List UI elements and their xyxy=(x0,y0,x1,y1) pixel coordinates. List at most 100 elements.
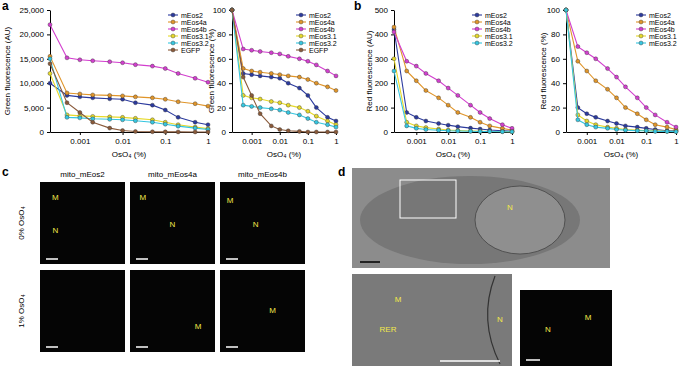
y-tick-label: 500 xyxy=(375,6,389,15)
y-tick: 10,000 xyxy=(20,79,50,88)
y-tick-label: 40 xyxy=(551,79,560,88)
data-point xyxy=(500,123,504,127)
panel-letter: a xyxy=(2,0,9,13)
legend-label: mEos2 xyxy=(485,12,507,19)
micrograph xyxy=(220,270,305,352)
scale-bar xyxy=(226,258,238,260)
y-tick-mark xyxy=(563,132,566,133)
data-point xyxy=(635,128,639,132)
y-tick-mark xyxy=(47,34,50,35)
data-point xyxy=(258,49,262,53)
y-tick: 15,000 xyxy=(20,55,50,64)
em-cell xyxy=(360,176,580,264)
data-point xyxy=(500,130,504,134)
data-point xyxy=(286,74,290,78)
legend-label: mEos3.1 xyxy=(309,33,337,40)
y-tick-mark xyxy=(229,34,232,35)
fluorescence-image xyxy=(520,290,612,366)
scale-bar xyxy=(360,261,380,263)
data-point xyxy=(606,119,610,123)
y-tick-label: 0 xyxy=(556,128,561,137)
data-point xyxy=(405,124,409,128)
data-point xyxy=(594,79,598,83)
data-point xyxy=(564,8,568,12)
x-tick-label: 0.01 xyxy=(272,137,288,146)
scale-bar xyxy=(526,359,540,361)
data-point xyxy=(193,120,197,124)
x-tick-label: 1 xyxy=(334,137,339,146)
x-tick: 0.01 xyxy=(272,132,288,146)
y-tick: 0 xyxy=(556,128,566,137)
x-tick: 0.001 xyxy=(577,132,598,146)
panel-letter: c xyxy=(2,165,9,179)
data-point xyxy=(241,75,245,79)
data-point xyxy=(278,128,282,132)
y-tick: 400 xyxy=(375,30,394,39)
data-point xyxy=(230,8,234,12)
legend: mEos2mEos4amEos4bmEos3.1mEos3.2 xyxy=(472,12,513,47)
data-point xyxy=(286,54,290,58)
data-point xyxy=(468,103,472,107)
y-tick-label: 10,000 xyxy=(20,79,45,88)
series-line xyxy=(394,32,512,128)
y-tick: 20 xyxy=(217,104,232,113)
y-tick-label: 100 xyxy=(213,6,227,15)
x-tick-mark xyxy=(80,132,81,135)
x-tick: 0.1 xyxy=(475,132,487,146)
data-point xyxy=(478,120,482,124)
legend-label: mEos2 xyxy=(649,12,671,19)
panel-letter: b xyxy=(354,0,361,13)
data-point xyxy=(278,108,282,112)
legend-label: mEos4a xyxy=(649,19,675,26)
data-point xyxy=(414,115,418,119)
y-axis-title: Red fluorescence (%) xyxy=(539,32,548,109)
data-point xyxy=(306,93,310,97)
data-point xyxy=(665,129,669,133)
data-point xyxy=(230,8,234,12)
data-point xyxy=(478,130,482,134)
y-tick-mark xyxy=(391,34,394,35)
series-line xyxy=(232,10,336,125)
x-tick-label: 0.1 xyxy=(160,137,172,146)
plot-area xyxy=(230,8,338,134)
y-tick-mark xyxy=(563,108,566,109)
data-point xyxy=(269,100,273,104)
y-tick-label: 400 xyxy=(375,30,389,39)
series-line xyxy=(566,10,676,131)
data-point xyxy=(585,112,589,116)
x-axis: 0.0010.010.11 xyxy=(395,132,516,146)
legend-label: EGFP xyxy=(181,47,200,54)
column-header: mito_mEos2 xyxy=(60,170,105,179)
data-point xyxy=(576,118,580,122)
y-tick-mark xyxy=(391,83,394,84)
data-point xyxy=(314,106,318,110)
data-point xyxy=(405,59,409,63)
data-point xyxy=(306,117,310,121)
data-point xyxy=(297,129,301,133)
legend-label: mEos3.2 xyxy=(181,40,209,47)
data-point xyxy=(446,129,450,133)
image-label: RER xyxy=(380,325,397,334)
data-point xyxy=(150,96,154,100)
x-tick: 1 xyxy=(206,132,211,146)
scale-bar xyxy=(46,258,58,260)
data-point xyxy=(121,129,125,133)
y-tick-label: 60 xyxy=(551,55,560,64)
data-point xyxy=(392,69,396,73)
data-point xyxy=(585,119,589,123)
data-point xyxy=(326,123,330,127)
legend-marker xyxy=(475,27,479,31)
legend-marker xyxy=(171,34,175,38)
image-label: M xyxy=(52,193,59,202)
y-tick: 40 xyxy=(551,79,566,88)
em-image xyxy=(352,168,610,268)
data-point xyxy=(500,130,504,134)
data-point xyxy=(65,91,69,95)
series-line xyxy=(232,10,336,76)
y-tick: 40 xyxy=(217,79,232,88)
y-tick: 0 xyxy=(40,128,50,137)
x-tick-mark xyxy=(617,132,618,135)
legend-marker xyxy=(299,34,303,38)
scale-bar xyxy=(136,346,148,348)
image-label: N xyxy=(253,220,259,229)
